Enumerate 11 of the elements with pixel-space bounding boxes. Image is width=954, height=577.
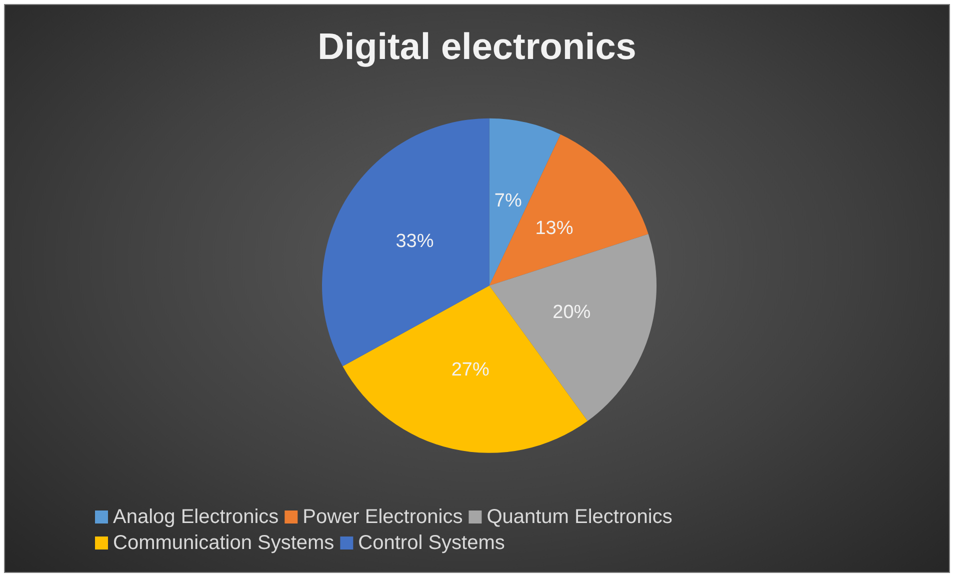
data-label: 20% [552,302,591,323]
legend-label: Communication Systems [113,532,334,554]
data-label: 27% [451,360,490,381]
chart-title: Digital electronics [318,26,636,67]
legend-label: Power Electronics [302,506,463,528]
legend-label: Control Systems [358,532,505,554]
data-label: 33% [396,231,434,252]
data-label: 7% [494,190,522,212]
legend-label: Analog Electronics [113,506,279,528]
legend-label: Quantum Electronics [486,506,672,528]
data-label: 13% [535,218,574,239]
